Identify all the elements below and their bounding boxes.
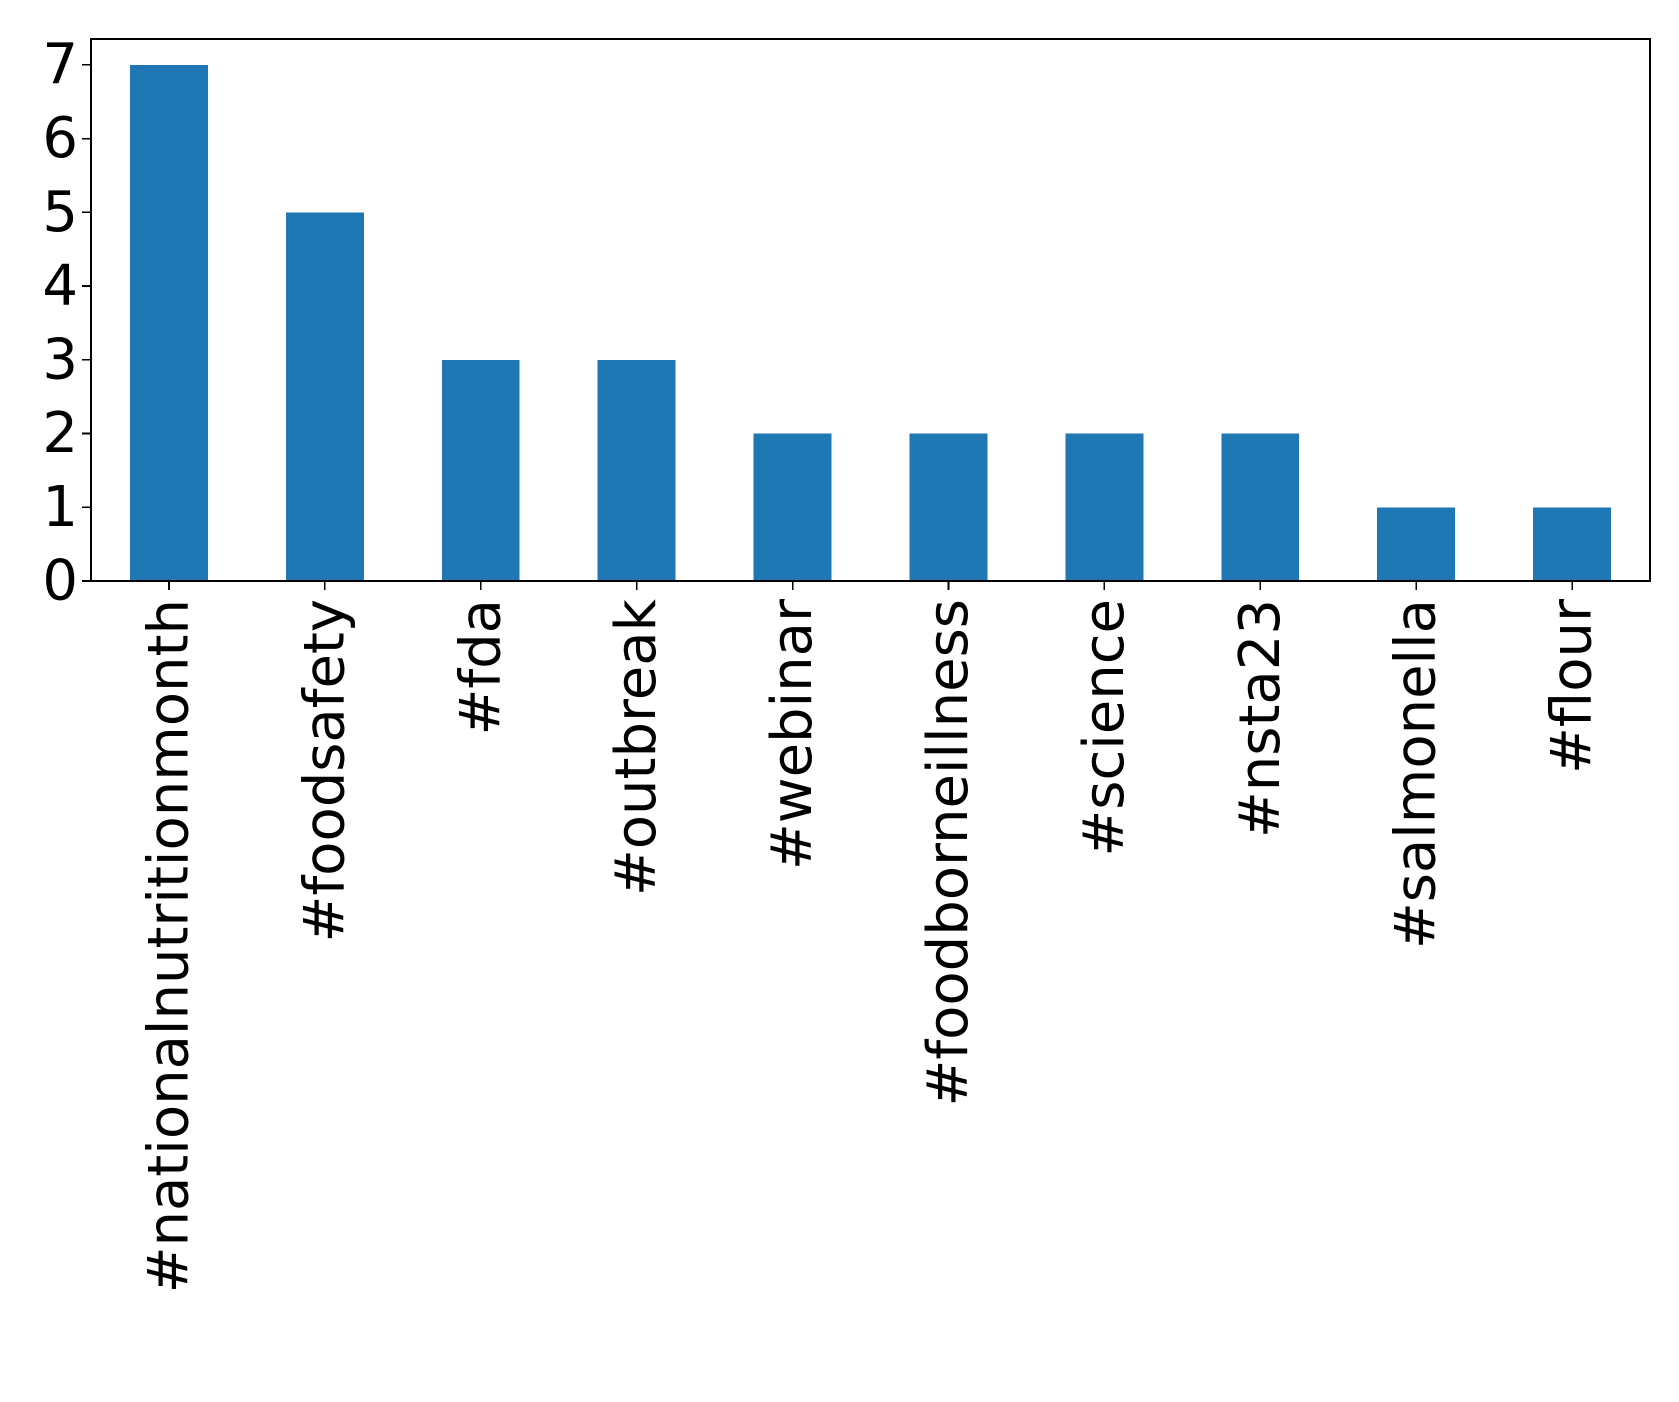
x-tick-label: #nsta23 (1228, 599, 1293, 838)
x-axis-ticks: #nationalnutritionmonth #foodsafety #fda #o… (136, 581, 1605, 1293)
x-tick-label: #flour (1540, 598, 1605, 774)
y-tick-label: 2 (42, 401, 78, 466)
x-tick-label: #salmonella (1384, 599, 1449, 949)
y-tick-label: 0 (42, 549, 78, 614)
bar-outbreak (597, 359, 676, 581)
y-tick-label: 4 (42, 254, 78, 319)
bar-foodsafety (285, 212, 364, 582)
y-tick-label: 6 (42, 106, 78, 171)
bars-group (129, 64, 1612, 582)
bar-salmonella (1377, 507, 1456, 581)
plot-frame (90, 38, 1651, 582)
x-tick-label: #foodborneillness (916, 599, 981, 1106)
x-tick-label: #outbreak (604, 598, 669, 896)
x-tick-label: #science (1072, 599, 1137, 857)
bar-foodborneillness (909, 433, 988, 581)
bar-webinar (753, 433, 832, 581)
bar-flour (1533, 507, 1612, 581)
y-axis-ticks: 0 1 2 3 4 5 6 7 (42, 32, 91, 614)
x-tick-label: #fda (448, 599, 513, 736)
bar-nationalnutritionmonth (129, 64, 208, 581)
bar-science (1065, 433, 1144, 581)
y-tick-label: 7 (42, 32, 78, 97)
bar-nsta23 (1221, 433, 1300, 581)
x-tick-label: #nationalnutritionmonth (136, 599, 201, 1293)
x-tick-label: #foodsafety (292, 599, 357, 942)
bar-fda (441, 359, 520, 581)
y-tick-label: 3 (42, 327, 78, 392)
y-tick-label: 5 (42, 180, 78, 245)
y-tick-label: 1 (42, 475, 78, 540)
x-tick-label: #webinar (760, 598, 825, 870)
